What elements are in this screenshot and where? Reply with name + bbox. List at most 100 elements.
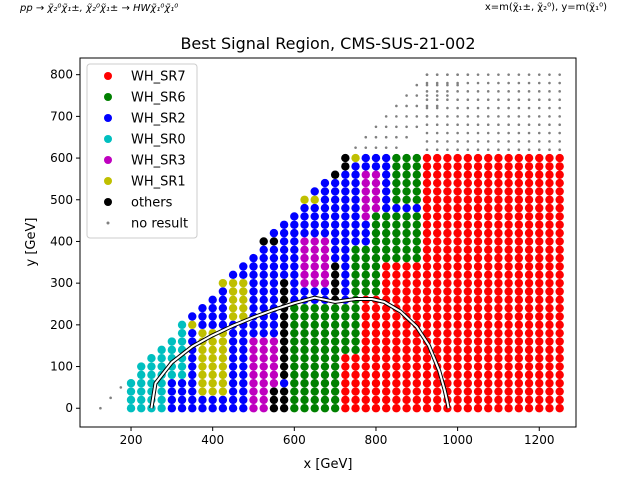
point-wh-sr7 [423, 396, 431, 404]
point-wh-sr2 [341, 246, 349, 254]
point-wh-sr2 [413, 204, 421, 212]
point-wh-sr7 [423, 171, 431, 179]
no-result-point [528, 98, 531, 101]
point-wh-sr6 [300, 337, 308, 345]
no-result-point [518, 148, 521, 151]
point-wh-sr7 [535, 354, 543, 362]
no-result-point [436, 107, 439, 110]
point-wh-sr2 [382, 196, 390, 204]
point-wh-sr7 [484, 321, 492, 329]
point-wh-sr7 [402, 371, 410, 379]
point-wh-sr2 [311, 229, 319, 237]
no-result-point [446, 90, 449, 93]
chart-title: Best Signal Region, CMS-SUS-21-002 [180, 34, 475, 53]
point-wh-sr1 [208, 354, 216, 362]
point-wh-sr7 [525, 296, 533, 304]
point-wh-sr7 [433, 387, 441, 395]
point-wh-sr6 [341, 321, 349, 329]
point-wh-sr7 [392, 396, 400, 404]
no-result-point [375, 125, 378, 128]
point-wh-sr2 [351, 237, 359, 245]
no-result-point [456, 90, 459, 93]
no-result-point [446, 107, 449, 110]
point-wh-sr7 [423, 179, 431, 187]
point-wh-sr7 [535, 254, 543, 262]
point-wh-sr3 [270, 379, 278, 387]
point-wh-sr7 [433, 196, 441, 204]
point-wh-sr7 [464, 212, 472, 220]
point-wh-sr7 [494, 312, 502, 320]
point-wh-sr7 [494, 204, 502, 212]
point-wh-sr2 [331, 179, 339, 187]
point-wh-sr7 [362, 337, 370, 345]
point-wh-sr7 [545, 354, 553, 362]
point-wh-sr0 [137, 396, 145, 404]
point-wh-sr6 [331, 346, 339, 354]
point-wh-sr7 [453, 246, 461, 254]
point-wh-sr7 [515, 312, 523, 320]
point-wh-sr7 [392, 296, 400, 304]
point-wh-sr7 [372, 304, 380, 312]
no-result-point [375, 146, 378, 149]
point-wh-sr7 [494, 379, 502, 387]
point-wh-sr7 [525, 254, 533, 262]
point-others [331, 262, 339, 270]
point-wh-sr6 [402, 229, 410, 237]
point-wh-sr7 [535, 296, 543, 304]
point-wh-sr7 [464, 279, 472, 287]
point-wh-sr7 [474, 379, 482, 387]
no-result-point [436, 140, 439, 143]
point-wh-sr7 [504, 337, 512, 345]
point-wh-sr7 [453, 229, 461, 237]
point-wh-sr7 [484, 296, 492, 304]
point-wh-sr2 [188, 329, 196, 337]
point-wh-sr7 [464, 371, 472, 379]
no-result-point [487, 98, 490, 101]
point-wh-sr7 [402, 337, 410, 345]
point-wh-sr6 [402, 246, 410, 254]
point-wh-sr6 [331, 387, 339, 395]
point-wh-sr7 [515, 162, 523, 170]
point-wh-sr2 [300, 212, 308, 220]
point-wh-sr2 [270, 296, 278, 304]
point-wh-sr7 [504, 404, 512, 412]
point-wh-sr6 [290, 362, 298, 370]
point-wh-sr6 [331, 304, 339, 312]
point-wh-sr7 [433, 346, 441, 354]
point-wh-sr7 [423, 312, 431, 320]
point-wh-sr7 [433, 237, 441, 245]
point-wh-sr7 [392, 379, 400, 387]
point-wh-sr7 [494, 387, 502, 395]
point-wh-sr7 [555, 204, 563, 212]
no-result-point [456, 123, 459, 126]
point-wh-sr7 [504, 304, 512, 312]
point-wh-sr7 [535, 379, 543, 387]
point-wh-sr6 [351, 246, 359, 254]
point-wh-sr7 [474, 387, 482, 395]
point-wh-sr6 [402, 237, 410, 245]
point-wh-sr6 [300, 354, 308, 362]
point-wh-sr7 [545, 296, 553, 304]
point-wh-sr1 [351, 154, 359, 162]
point-wh-sr7 [535, 362, 543, 370]
point-wh-sr7 [545, 212, 553, 220]
no-result-point [538, 140, 541, 143]
point-wh-sr2 [382, 154, 390, 162]
no-result-point [426, 107, 429, 110]
point-wh-sr3 [270, 354, 278, 362]
point-wh-sr7 [515, 304, 523, 312]
point-wh-sr3 [300, 237, 308, 245]
point-wh-sr6 [311, 321, 319, 329]
point-wh-sr7 [494, 279, 502, 287]
point-wh-sr0 [137, 404, 145, 412]
point-wh-sr2 [168, 396, 176, 404]
point-wh-sr7 [443, 362, 451, 370]
point-wh-sr6 [321, 337, 329, 345]
no-result-point [415, 84, 418, 87]
point-wh-sr2 [198, 304, 206, 312]
point-wh-sr7 [443, 229, 451, 237]
point-wh-sr7 [484, 204, 492, 212]
point-wh-sr6 [290, 312, 298, 320]
y-tick-label: 700 [50, 109, 73, 123]
point-wh-sr7 [433, 204, 441, 212]
